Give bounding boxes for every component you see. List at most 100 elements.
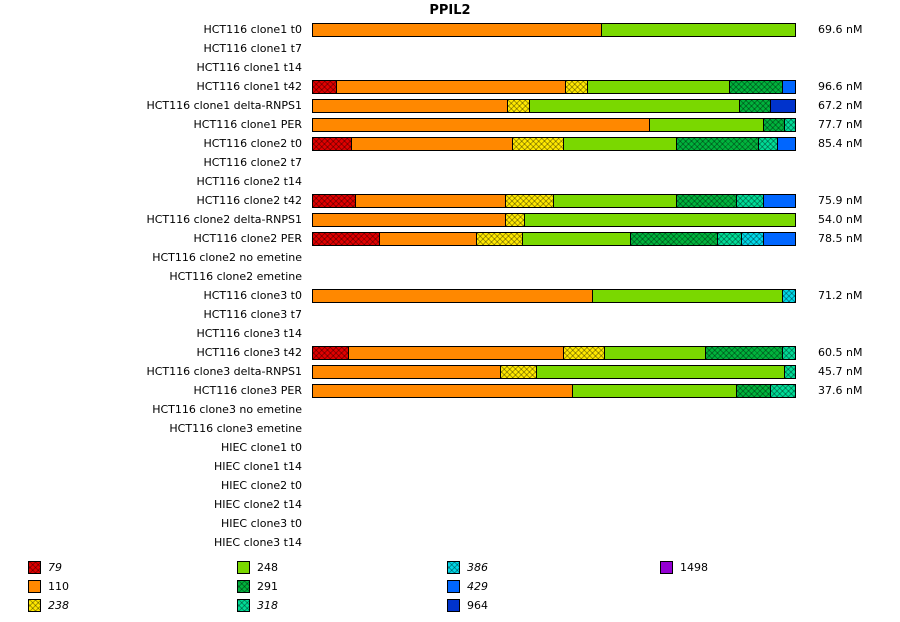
bar-segment bbox=[505, 213, 526, 226]
bar-area bbox=[312, 364, 796, 379]
row-label: HCT116 clone2 t7 bbox=[203, 156, 302, 169]
bar-area bbox=[312, 231, 796, 246]
legend-column: 79 110 238 bbox=[28, 558, 237, 615]
bar-area bbox=[312, 193, 796, 208]
bar-area bbox=[312, 308, 796, 322]
chart-rows: HCT116 clone1 t0 69.6 nM HCT116 clone1 t7 H… bbox=[0, 20, 900, 552]
bar-segment bbox=[782, 289, 795, 302]
bar-area bbox=[312, 42, 796, 56]
bar-segment bbox=[741, 232, 764, 245]
value-label: 37.6 nM bbox=[818, 384, 863, 397]
legend-item: 318 bbox=[237, 596, 447, 615]
chart-legend: 79 110 238 248 291 318 386 429 964 1498 bbox=[28, 558, 708, 615]
legend-label: 238 bbox=[48, 599, 69, 612]
bar-segment bbox=[508, 99, 530, 112]
bar-segment bbox=[313, 137, 352, 150]
legend-swatch bbox=[237, 599, 250, 612]
chart-row: HIEC clone2 t14 bbox=[0, 495, 900, 514]
bar-area bbox=[312, 251, 796, 265]
bar-segment bbox=[717, 232, 742, 245]
value-label: 67.2 nM bbox=[818, 99, 863, 112]
bar-segment bbox=[313, 213, 506, 226]
legend-column: 248 291 318 bbox=[237, 558, 447, 615]
legend-label: 1498 bbox=[680, 561, 708, 574]
chart-row: HCT116 clone3 t7 bbox=[0, 305, 900, 324]
chart-row: HCT116 clone1 PER 77.7 nM bbox=[0, 115, 900, 134]
bar-area bbox=[312, 403, 796, 417]
value-label: 96.6 nM bbox=[818, 80, 863, 93]
bar-segment bbox=[313, 23, 603, 36]
legend-item: 964 bbox=[447, 596, 660, 615]
legend-item: 110 bbox=[28, 577, 237, 596]
row-label: HIEC clone1 t14 bbox=[213, 460, 302, 473]
bar-segment bbox=[513, 137, 564, 150]
value-label: 60.5 nM bbox=[818, 346, 863, 359]
stacked-bar bbox=[312, 231, 796, 246]
bar-area bbox=[312, 345, 796, 360]
bar-area bbox=[312, 288, 796, 303]
bar-segment bbox=[592, 289, 783, 302]
bar-segment bbox=[313, 365, 501, 378]
value-label: 78.5 nM bbox=[818, 232, 863, 245]
bar-segment bbox=[573, 384, 738, 397]
bar-segment bbox=[529, 99, 740, 112]
row-label: HCT116 clone2 no emetine bbox=[152, 251, 302, 264]
bar-area bbox=[312, 441, 796, 455]
stacked-bar bbox=[312, 212, 796, 227]
legend-column: 1498 bbox=[660, 558, 708, 615]
legend-swatch bbox=[447, 561, 460, 574]
row-label: HCT116 clone1 PER bbox=[193, 118, 302, 131]
bar-area bbox=[312, 327, 796, 341]
chart-row: HCT116 clone2 t7 bbox=[0, 153, 900, 172]
bar-segment bbox=[770, 99, 795, 112]
legend-item: 429 bbox=[447, 577, 660, 596]
legend-label: 429 bbox=[467, 580, 488, 593]
row-label: HCT116 clone3 PER bbox=[193, 384, 302, 397]
row-label: HCT116 clone3 t14 bbox=[196, 327, 302, 340]
bar-segment bbox=[313, 118, 651, 131]
legend-column: 386 429 964 bbox=[447, 558, 660, 615]
chart-row: HCT116 clone3 t0 71.2 nM bbox=[0, 286, 900, 305]
legend-label: 318 bbox=[257, 599, 278, 612]
bar-area bbox=[312, 136, 796, 151]
stacked-bar bbox=[312, 383, 796, 398]
stacked-bar bbox=[312, 117, 796, 132]
bar-area bbox=[312, 383, 796, 398]
chart-row: HIEC clone1 t0 bbox=[0, 438, 900, 457]
chart-row: HCT116 clone1 t42 96.6 nM bbox=[0, 77, 900, 96]
bar-segment bbox=[739, 99, 771, 112]
legend-swatch bbox=[447, 580, 460, 593]
bar-segment bbox=[587, 80, 730, 93]
bar-area bbox=[312, 22, 796, 37]
value-label: 45.7 nM bbox=[818, 365, 863, 378]
chart-row: HCT116 clone3 t42 60.5 nM bbox=[0, 343, 900, 362]
bar-segment bbox=[380, 232, 477, 245]
bar-segment bbox=[770, 384, 795, 397]
chart-row: HCT116 clone3 emetine bbox=[0, 419, 900, 438]
stacked-bar bbox=[312, 345, 796, 360]
value-label: 77.7 nM bbox=[818, 118, 863, 131]
legend-label: 386 bbox=[467, 561, 488, 574]
stacked-bar bbox=[312, 288, 796, 303]
bar-area bbox=[312, 498, 796, 512]
chart-row: HCT116 clone1 t14 bbox=[0, 58, 900, 77]
bar-area bbox=[312, 212, 796, 227]
bar-segment bbox=[356, 194, 506, 207]
chart-row: HCT116 clone3 no emetine bbox=[0, 400, 900, 419]
legend-swatch bbox=[28, 561, 41, 574]
stacked-bar bbox=[312, 98, 796, 113]
bar-segment bbox=[785, 118, 795, 131]
bar-segment bbox=[313, 99, 509, 112]
legend-item: 386 bbox=[447, 558, 660, 577]
bar-segment bbox=[631, 232, 718, 245]
row-label: HCT116 clone3 t7 bbox=[203, 308, 302, 321]
bar-segment bbox=[313, 194, 357, 207]
chart-row: HCT116 clone2 emetine bbox=[0, 267, 900, 286]
bar-segment bbox=[763, 232, 795, 245]
bar-area bbox=[312, 270, 796, 284]
bar-segment bbox=[500, 365, 538, 378]
bar-area bbox=[312, 98, 796, 113]
chart-row: HIEC clone1 t14 bbox=[0, 457, 900, 476]
row-label: HCT116 clone3 delta-RNPS1 bbox=[146, 365, 302, 378]
